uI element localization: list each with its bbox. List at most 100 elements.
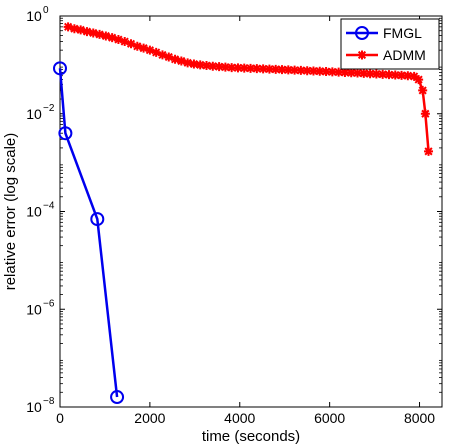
legend-label-admm: ADMM bbox=[383, 47, 426, 63]
series-fmgl bbox=[53, 61, 125, 405]
y-tick-label-exponent: −6 bbox=[43, 298, 55, 309]
data-point-admm bbox=[302, 66, 312, 76]
data-point-admm bbox=[271, 64, 281, 74]
y-tick-label-exponent: −4 bbox=[43, 201, 55, 212]
x-tick-label: 6000 bbox=[314, 410, 345, 426]
data-point-fmgl bbox=[90, 212, 105, 227]
y-tick-label: 10 −8 bbox=[26, 396, 55, 415]
data-point-admm bbox=[384, 70, 394, 80]
y-axis-label: relative error (log scale) bbox=[2, 133, 19, 291]
y-tick-label-exponent: 0 bbox=[43, 5, 49, 16]
y-tick-label-exponent: −2 bbox=[43, 103, 55, 114]
data-point-admm bbox=[359, 68, 369, 78]
x-tick-label: 2000 bbox=[134, 410, 165, 426]
data-point-admm bbox=[132, 41, 142, 51]
data-point-admm bbox=[101, 31, 111, 41]
x-tick-label: 0 bbox=[56, 410, 64, 426]
data-point-fmgl bbox=[110, 390, 125, 405]
data-point-admm bbox=[397, 70, 407, 80]
data-point-admm bbox=[69, 24, 79, 34]
x-tick-label: 4000 bbox=[224, 410, 255, 426]
data-point-admm bbox=[126, 39, 136, 49]
legend-marker-fmgl bbox=[355, 26, 369, 40]
data-point-admm bbox=[95, 29, 105, 39]
series-line-fmgl bbox=[58, 68, 119, 398]
data-point-admm bbox=[164, 52, 174, 62]
data-point-admm bbox=[195, 60, 205, 70]
y-tick-label-base: 10 bbox=[26, 204, 42, 220]
data-point-admm bbox=[390, 70, 400, 80]
data-point-admm bbox=[139, 43, 149, 53]
data-point-admm bbox=[151, 47, 161, 57]
data-point-admm bbox=[321, 67, 331, 77]
data-point-admm bbox=[346, 68, 356, 78]
data-point-admm bbox=[378, 69, 388, 79]
data-point-admm bbox=[233, 63, 243, 73]
data-point-admm bbox=[264, 64, 274, 74]
data-point-admm bbox=[418, 85, 428, 95]
data-point-admm bbox=[258, 64, 268, 74]
data-point-admm bbox=[208, 61, 218, 71]
x-axis-ticks: 0 2000 4000 6000 8000 bbox=[56, 16, 435, 426]
data-point-admm bbox=[107, 33, 117, 43]
data-point-admm bbox=[353, 68, 363, 78]
legend-entries: FMGL ADMM bbox=[346, 25, 426, 63]
data-point-admm bbox=[227, 63, 237, 73]
data-point-fmgl bbox=[58, 126, 73, 141]
data-point-admm bbox=[202, 61, 212, 71]
data-point-admm bbox=[113, 35, 123, 45]
data-point-admm bbox=[88, 28, 98, 38]
data-point-admm bbox=[176, 56, 186, 66]
plot-area bbox=[59, 15, 443, 408]
y-tick-label-base: 10 bbox=[26, 399, 42, 415]
series-admm bbox=[63, 22, 434, 156]
data-point-admm bbox=[63, 22, 73, 32]
data-point-admm bbox=[409, 71, 419, 81]
data-point-admm bbox=[76, 25, 86, 35]
data-point-admm bbox=[82, 27, 92, 37]
data-point-admm bbox=[308, 66, 318, 76]
data-point-admm bbox=[145, 45, 155, 55]
data-point-admm bbox=[157, 50, 167, 60]
data-point-admm bbox=[283, 65, 293, 75]
data-point-admm bbox=[340, 67, 350, 77]
y-tick-label: 10 0 bbox=[26, 5, 49, 24]
data-point-admm bbox=[239, 63, 249, 73]
x-axis-label: time (seconds) bbox=[202, 428, 300, 445]
data-point-admm bbox=[365, 69, 375, 79]
legend-item-fmgl: FMGL bbox=[346, 25, 422, 41]
y-tick-label-base: 10 bbox=[26, 8, 42, 24]
y-tick-label: 10 −4 bbox=[26, 201, 55, 220]
y-tick-label: 10 −6 bbox=[26, 298, 55, 317]
legend-marker-admm bbox=[357, 50, 367, 60]
data-point-admm bbox=[252, 64, 262, 74]
y-tick-label-exponent: −8 bbox=[43, 396, 55, 407]
data-point-admm bbox=[183, 58, 193, 68]
data-point-fmgl bbox=[53, 61, 67, 76]
data-point-admm bbox=[120, 37, 130, 47]
data-point-admm bbox=[277, 65, 287, 75]
y-tick-label-base: 10 bbox=[26, 301, 42, 317]
data-point-admm bbox=[290, 65, 300, 75]
data-point-admm bbox=[414, 75, 424, 85]
data-point-admm bbox=[371, 69, 381, 79]
legend: FMGL ADMM bbox=[340, 18, 440, 70]
y-tick-label: 10 −2 bbox=[26, 103, 55, 122]
legend-box bbox=[340, 18, 440, 70]
data-point-admm bbox=[403, 71, 413, 81]
data-point-admm bbox=[220, 62, 230, 72]
data-point-admm bbox=[327, 67, 337, 77]
data-point-admm bbox=[334, 67, 344, 77]
x-tick-label: 8000 bbox=[404, 410, 435, 426]
data-point-admm bbox=[214, 62, 224, 72]
data-point-admm bbox=[170, 54, 180, 64]
legend-item-admm: ADMM bbox=[346, 47, 426, 63]
legend-label-fmgl: FMGL bbox=[383, 25, 422, 41]
data-point-admm bbox=[189, 59, 199, 69]
data-point-admm bbox=[424, 146, 434, 156]
data-point-admm bbox=[420, 109, 430, 119]
data-point-admm bbox=[246, 63, 256, 73]
series-layer bbox=[53, 22, 434, 405]
